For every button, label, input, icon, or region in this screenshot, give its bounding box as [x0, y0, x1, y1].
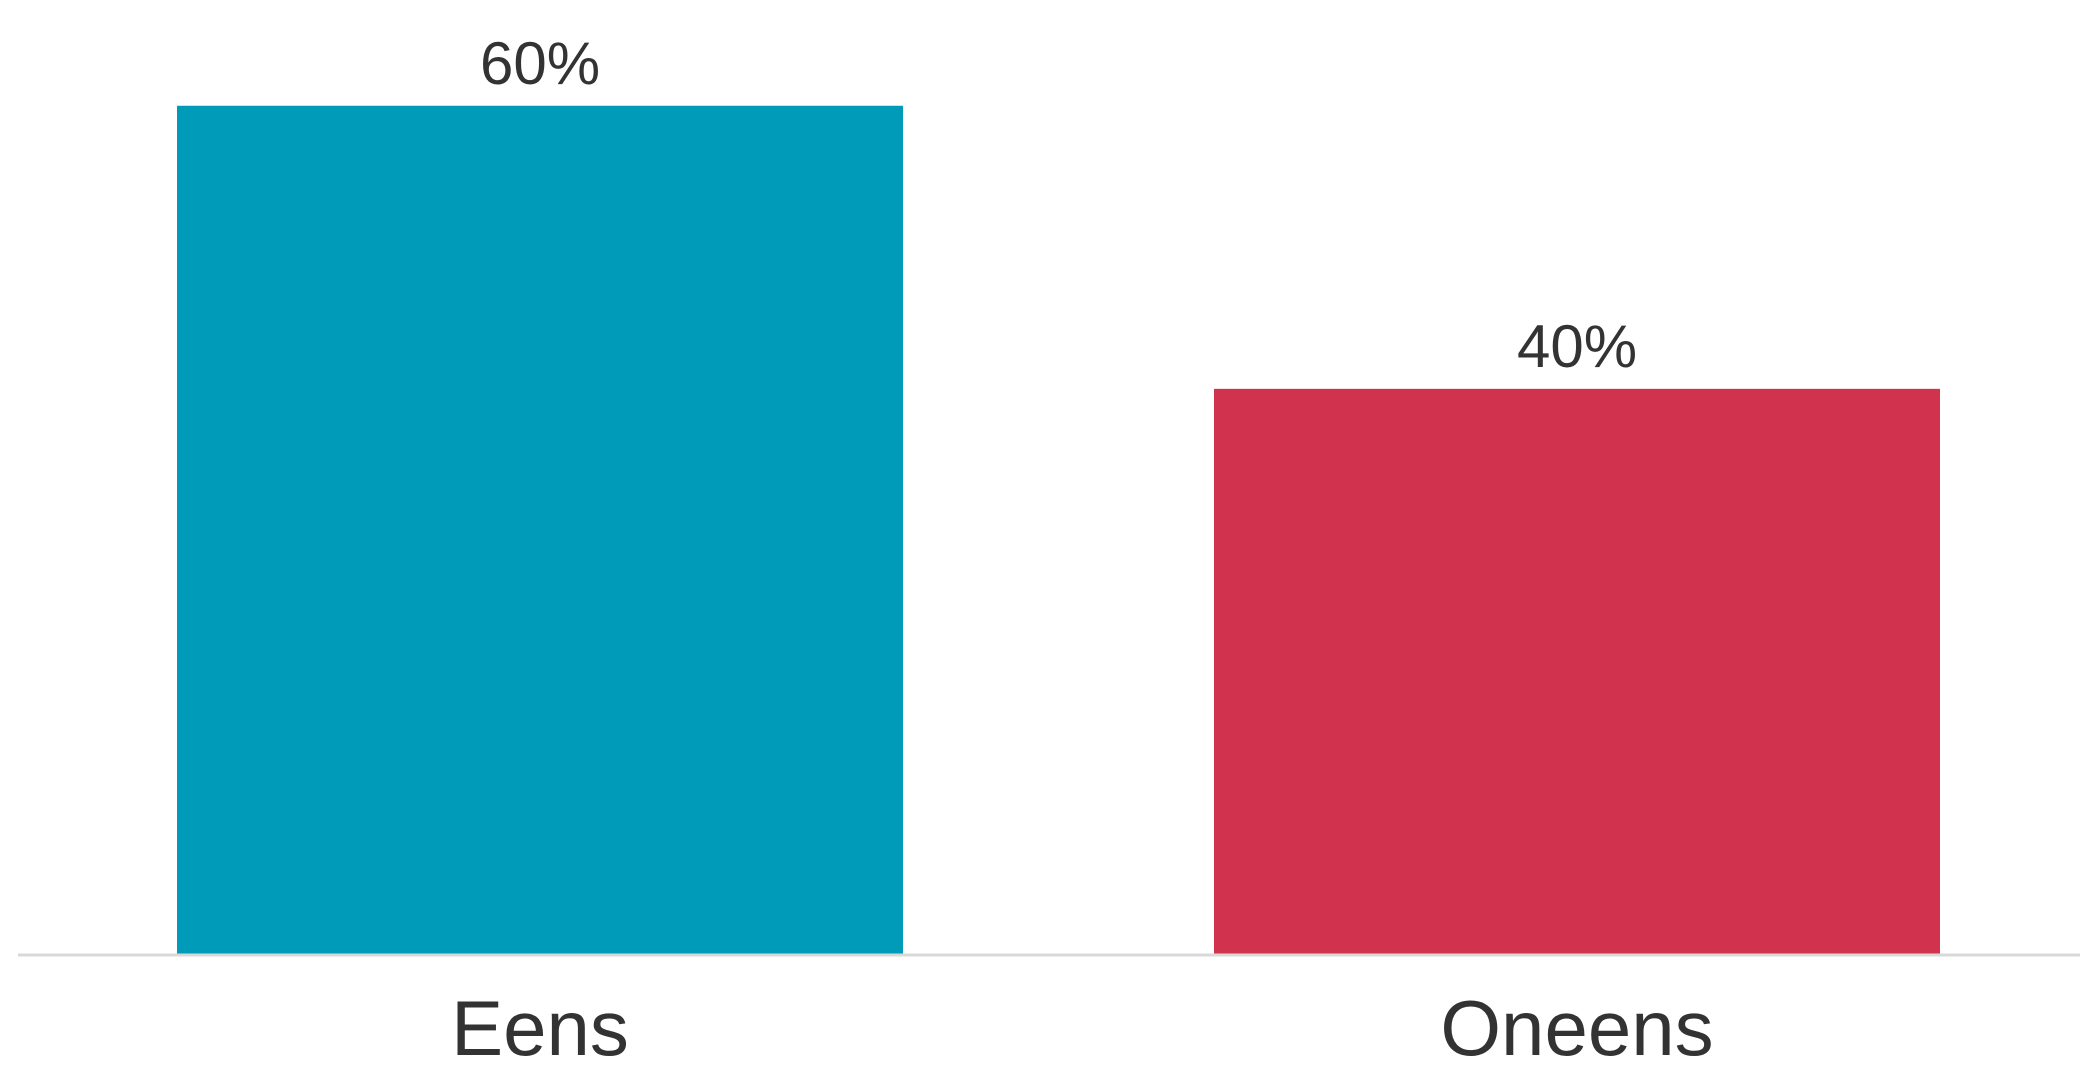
value-label-eens: 60% [480, 30, 600, 97]
bars-group [177, 105, 1940, 956]
value-labels-group: 60% 40% [480, 30, 1637, 380]
bar-oneens [1214, 388, 1940, 955]
bar-eens [177, 105, 903, 956]
category-label-oneens: Oneens [1440, 984, 1713, 1068]
value-label-oneens: 40% [1517, 313, 1637, 380]
category-labels-group: Eens Oneens [451, 984, 1714, 1068]
category-label-eens: Eens [451, 984, 629, 1068]
